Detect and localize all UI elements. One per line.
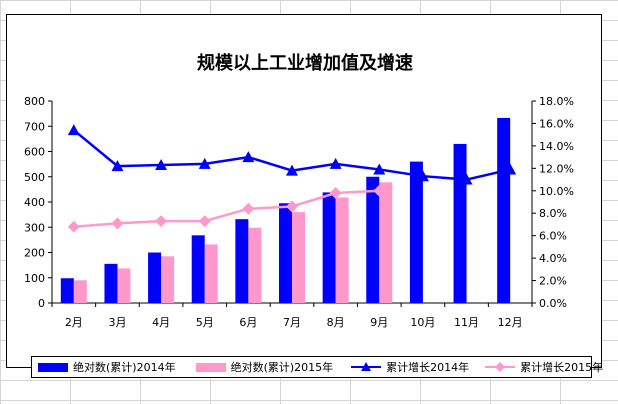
marker-累计增长2014年 bbox=[198, 157, 211, 169]
plot-area: 0 100 200 300 400 500 600 700 800 0.0% 2.0% 4.0% 6.0… bbox=[24, 95, 574, 329]
legend: 绝对数(累计)2014年 绝对数(累计)2015年 累计增长2014年 累计增长… bbox=[31, 356, 603, 378]
marker-累计增长2014年 bbox=[504, 163, 517, 175]
y-right-tick-label: 18.0% bbox=[539, 95, 574, 108]
legend-label-bar-2014: 绝对数(累计)2014年 bbox=[73, 361, 176, 374]
legend-swatch-bar-2015 bbox=[195, 362, 226, 372]
y-right-tick-label: 0.0% bbox=[539, 297, 567, 310]
bar-绝对数(累计)2015年 bbox=[117, 268, 131, 303]
bar-绝对数(累计)2015年 bbox=[248, 227, 262, 303]
x-tick-label: 10月 bbox=[410, 316, 435, 329]
bar-绝对数(累计)2015年 bbox=[335, 197, 349, 303]
bar-绝对数(累计)2014年 bbox=[366, 176, 380, 303]
marker-累计增长2014年 bbox=[373, 163, 386, 175]
y-left-tick-label: 500 bbox=[24, 171, 45, 184]
bar-绝对数(累计)2014年 bbox=[279, 203, 292, 303]
chart-title: 规模以上工业增加值及增速 bbox=[197, 53, 413, 74]
legend-swatch-line-2015 bbox=[485, 362, 516, 372]
y-right-tick-label: 6.0% bbox=[539, 230, 567, 243]
bar-绝对数(累计)2014年 bbox=[235, 219, 249, 303]
marker-累计增长2015年 bbox=[373, 184, 386, 197]
legend-label-line-2015: 累计增长2015年 bbox=[520, 361, 604, 374]
chart-area[interactable]: 规模以上工业增加值及增速 0 100 200 300 400 500 600 700 800 0.… bbox=[6, 14, 603, 378]
legend-swatch-bar-2014 bbox=[38, 362, 68, 372]
marker-累计增长2015年 bbox=[155, 215, 168, 228]
bar-绝对数(累计)2014年 bbox=[322, 192, 336, 303]
legend-label-bar-2015: 绝对数(累计)2015年 bbox=[230, 361, 334, 374]
legend-label-line-2014: 累计增长2014年 bbox=[386, 361, 470, 374]
bar-绝对数(累计)2015年 bbox=[292, 212, 305, 303]
y-right-tick-label: 12.0% bbox=[539, 162, 574, 175]
legend-item-line-2014: 累计增长2014年 bbox=[345, 359, 469, 375]
bar-绝对数(累计)2015年 bbox=[379, 182, 393, 303]
bar-绝对数(累计)2015年 bbox=[73, 280, 87, 303]
x-tick-label: 6月 bbox=[239, 316, 257, 329]
bar-绝对数(累计)2015年 bbox=[204, 244, 218, 303]
y-right-tick-label: 10.0% bbox=[539, 185, 574, 198]
bar-绝对数(累计)2014年 bbox=[409, 161, 423, 303]
y-left-tick-label: 100 bbox=[24, 272, 45, 285]
x-tick-label: 9月 bbox=[370, 316, 388, 329]
y-right-tick-label: 16.0% bbox=[539, 117, 574, 130]
marker-累计增长2014年 bbox=[416, 170, 429, 182]
y-right-tick-label: 8.0% bbox=[539, 207, 567, 220]
x-tick-label: 12月 bbox=[498, 316, 523, 329]
y-left-tick-label: 800 bbox=[24, 95, 45, 108]
marker-累计增长2014年 bbox=[111, 160, 124, 172]
y-right-tick-label: 14.0% bbox=[539, 140, 574, 153]
x-tick-label: 7月 bbox=[283, 316, 301, 329]
marker-累计增长2014年 bbox=[286, 164, 298, 176]
y-right-tick-label: 4.0% bbox=[539, 252, 567, 265]
bar-绝对数(累计)2014年 bbox=[148, 252, 162, 303]
marker-累计增长2014年 bbox=[329, 157, 342, 169]
marker-累计增长2015年 bbox=[67, 220, 80, 233]
marker-累计增长2015年 bbox=[242, 202, 255, 215]
legend-item-bar-2014: 绝对数(累计)2014年 bbox=[32, 359, 176, 375]
marker-累计增长2015年 bbox=[198, 215, 211, 228]
legend-item-bar-2015: 绝对数(累计)2015年 bbox=[190, 359, 334, 375]
marker-累计增长2015年 bbox=[329, 187, 342, 200]
x-tick-label: 2月 bbox=[65, 316, 83, 329]
bar-绝对数(累计)2014年 bbox=[453, 143, 467, 303]
y-left-tick-label: 300 bbox=[24, 221, 45, 234]
x-tick-label: 5月 bbox=[196, 316, 214, 329]
y-left-tick-label: 600 bbox=[24, 146, 45, 159]
legend-swatch-line-2014 bbox=[351, 362, 382, 371]
bar-绝对数(累计)2014年 bbox=[191, 235, 205, 303]
bar-绝对数(累计)2015年 bbox=[161, 256, 175, 303]
marker-累计增长2014年 bbox=[155, 158, 168, 170]
x-tick-label: 4月 bbox=[152, 316, 170, 329]
x-tick-label: 8月 bbox=[327, 316, 345, 329]
legend-item-line-2015: 累计增长2015年 bbox=[479, 359, 603, 375]
y-right-tick-label: 2.0% bbox=[539, 275, 567, 288]
bar-绝对数(累计)2014年 bbox=[104, 263, 118, 303]
bar-绝对数(累计)2014年 bbox=[497, 117, 511, 303]
x-tick-label: 3月 bbox=[108, 316, 126, 329]
marker-累计增长2014年 bbox=[242, 151, 255, 163]
y-left-tick-label: 200 bbox=[24, 247, 45, 260]
x-tick-label: 11月 bbox=[454, 316, 479, 329]
marker-累计增长2015年 bbox=[286, 200, 298, 213]
y-left-tick-label: 0 bbox=[38, 297, 45, 310]
marker-累计增长2014年 bbox=[67, 124, 80, 136]
line-累计增长2015年 bbox=[73, 189, 380, 228]
marker-累计增长2014年 bbox=[460, 173, 473, 185]
marker-累计增长2015年 bbox=[111, 217, 124, 230]
y-left-tick-label: 400 bbox=[24, 196, 45, 209]
y-left-tick-label: 700 bbox=[24, 120, 45, 133]
bar-绝对数(累计)2014年 bbox=[60, 278, 74, 303]
